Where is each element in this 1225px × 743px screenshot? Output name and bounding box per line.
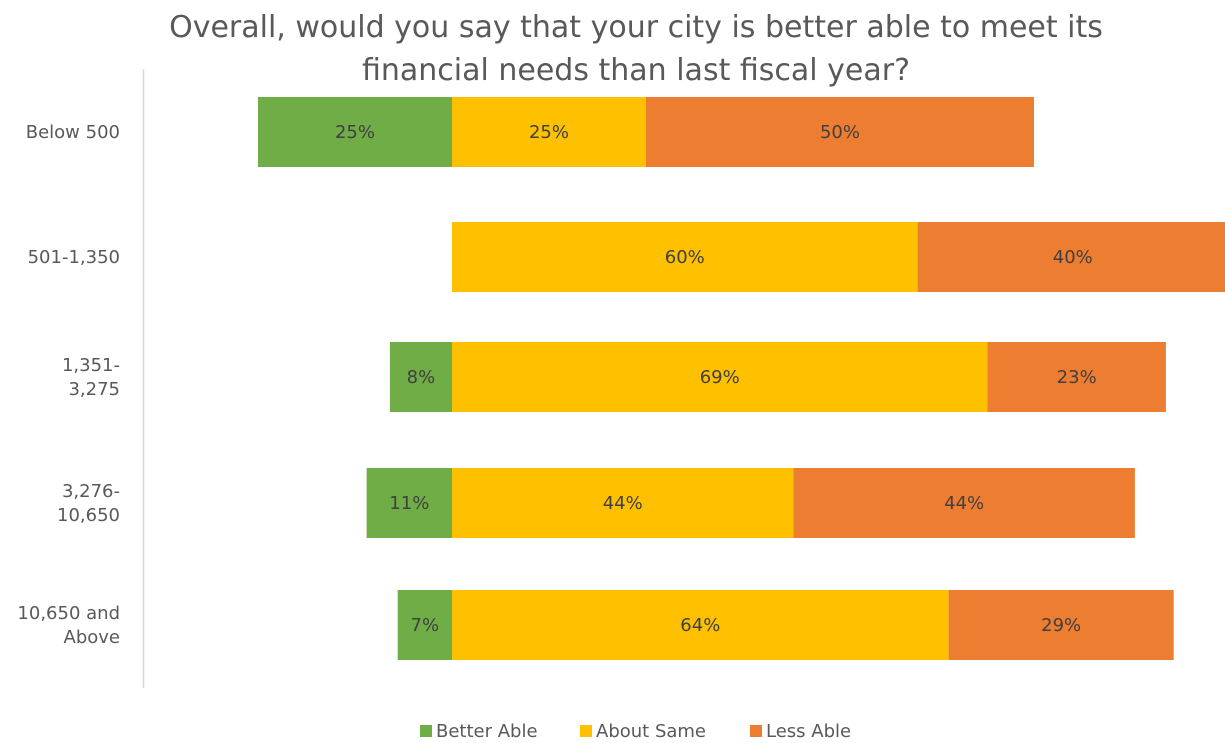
category-labels: Below 500 501-1,350 1,351- 3,275 3,276- 10,65… — [17, 122, 120, 648]
chart-title-line: financial needs than last fiscal year? — [362, 53, 910, 88]
data-label: 8% — [407, 367, 436, 388]
legend-swatch — [580, 725, 592, 737]
data-label: 11% — [389, 493, 429, 514]
legend: Better Able About Same Less Able — [420, 721, 851, 742]
bar-better-able — [258, 97, 452, 167]
bar-about-same — [452, 97, 646, 167]
bar-about-same — [452, 342, 988, 412]
bar-less-able — [646, 97, 1034, 167]
bar-less-able — [948, 590, 1174, 660]
bar-about-same — [452, 222, 918, 292]
category-tick-label: 501-1,350 — [28, 247, 120, 268]
legend-swatch — [750, 725, 762, 737]
bar-better-able — [366, 468, 452, 538]
data-label: 23% — [1057, 367, 1097, 388]
bar-less-able — [917, 222, 1225, 292]
data-label: 64% — [680, 615, 720, 636]
legend-swatch — [420, 725, 432, 737]
data-labels: 25% 25% 50% 60% 40% 8% 69% 23% 11% 44% 44% 7% 64% 29% — [335, 122, 1097, 636]
legend-entry: Less Able — [766, 721, 851, 742]
category-tick-label: 3,275 — [68, 379, 120, 400]
data-label: 44% — [944, 493, 984, 514]
bars — [258, 97, 1225, 660]
bar-less-able — [987, 342, 1166, 412]
data-label: 7% — [411, 615, 440, 636]
legend-entry: About Same — [596, 721, 706, 742]
legend-entry: Better Able — [436, 721, 538, 742]
bar-less-able — [793, 468, 1135, 538]
data-label: 44% — [603, 493, 643, 514]
category-tick-label: 10,650 and — [17, 603, 120, 624]
data-label: 25% — [529, 122, 569, 143]
data-label: 69% — [700, 367, 740, 388]
category-tick-label: 3,276- — [62, 481, 120, 502]
category-tick-label: Above — [64, 627, 120, 648]
chart-title-line: Overall, would you say that your city is… — [169, 10, 1103, 45]
data-label: 50% — [820, 122, 860, 143]
category-tick-label: Below 500 — [26, 122, 120, 143]
data-label: 60% — [665, 247, 705, 268]
chart-title: Overall, would you say that your city is… — [169, 10, 1103, 88]
bar-better-able — [397, 590, 452, 660]
data-label: 25% — [335, 122, 375, 143]
data-label: 29% — [1041, 615, 1081, 636]
category-tick-label: 10,650 — [57, 505, 120, 526]
bar-about-same — [452, 468, 794, 538]
bar-better-able — [389, 342, 452, 412]
category-tick-label: 1,351- — [62, 355, 120, 376]
data-label: 40% — [1053, 247, 1093, 268]
bar-about-same — [452, 590, 949, 660]
